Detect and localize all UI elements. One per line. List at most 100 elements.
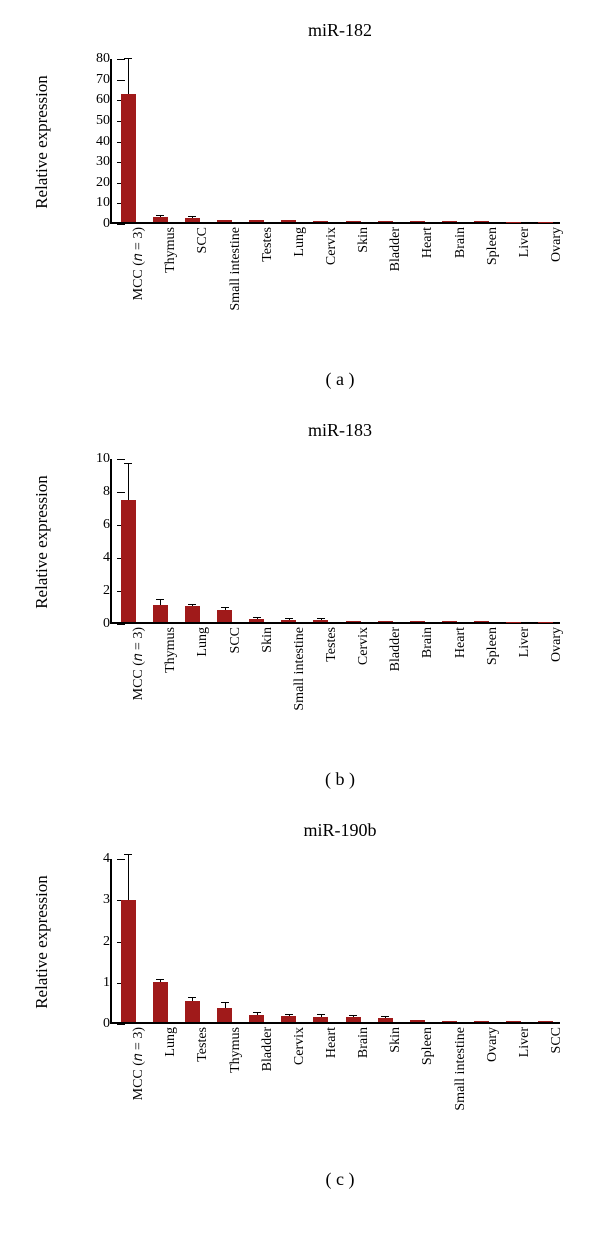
bar (153, 605, 168, 622)
x-tick-label: SCC (549, 1027, 565, 1053)
x-tick-label: Lung (195, 627, 211, 657)
plot-box (110, 859, 560, 1024)
x-tick-label: Thymus (228, 1027, 244, 1073)
bar (217, 1008, 232, 1022)
x-tick-label: Heart (324, 1027, 340, 1058)
x-tick-label: Cervix (356, 627, 372, 665)
y-tick-label: 0 (70, 616, 110, 632)
bar (281, 1016, 296, 1022)
bar (249, 1015, 264, 1022)
x-tick-label: Skin (260, 627, 276, 653)
bar (121, 900, 136, 1022)
y-tick (117, 624, 125, 625)
x-tick-label: MCC (𝑛 = 3) (131, 1027, 147, 1100)
bar (378, 1018, 393, 1022)
x-tick-label: Small intestine (453, 1027, 469, 1111)
y-tick-label: 70 (70, 72, 110, 88)
bar (538, 1021, 553, 1022)
y-tick-label: 10 (70, 195, 110, 211)
x-tick-label: Spleen (485, 627, 501, 665)
x-tick-label: Testes (324, 627, 340, 662)
chart-title: miR-183 (20, 420, 580, 441)
x-tick-label: Testes (260, 227, 276, 262)
y-tick-label: 20 (70, 175, 110, 191)
x-tick-label: Small intestine (292, 627, 308, 711)
chart-panel: miR-190b01234Relative expressionMCC (𝑛 =… (20, 820, 580, 1190)
x-tick-label: Liver (517, 1027, 533, 1057)
chart-area: 0246810Relative expressionMCC (𝑛 = 3)Thy… (20, 449, 580, 669)
y-tick-label: 50 (70, 113, 110, 129)
bar (410, 221, 425, 222)
chart-area: 01020304050607080Relative expressionMCC … (20, 49, 580, 269)
bar (185, 218, 200, 222)
y-axis-label: Relative expression (32, 475, 52, 609)
bar (153, 982, 168, 1022)
y-tick-label: 60 (70, 92, 110, 108)
panel-letter: ( b ) (20, 769, 580, 790)
x-tick-label: Cervix (324, 227, 340, 265)
chart-title: miR-190b (20, 820, 580, 841)
bar (217, 220, 232, 222)
y-tick-label: 4 (70, 851, 110, 867)
x-tick-label: SCC (195, 227, 211, 253)
x-tick-label: Skin (356, 227, 372, 253)
bar (378, 621, 393, 622)
x-tick-label: Thymus (163, 627, 179, 673)
y-tick-label: 2 (70, 583, 110, 599)
x-tick-label: SCC (228, 627, 244, 653)
bar (506, 1021, 521, 1022)
x-tick-label: Ovary (549, 227, 565, 262)
chart-panel: miR-182 0 10 20 30 40 50 60 70 80 Relative express… (20, 20, 580, 390)
bar (378, 221, 393, 222)
y-tick-label: 3 (70, 892, 110, 908)
bar (313, 1017, 328, 1022)
bar (474, 1021, 489, 1022)
x-tick-label: Bladder (260, 1027, 276, 1071)
bar (281, 620, 296, 622)
x-tick-label: MCC (𝑛 = 3) (131, 227, 147, 300)
chart-title: miR-182 (20, 20, 580, 41)
bar (249, 220, 264, 222)
y-tick-label: 4 (70, 550, 110, 566)
y-tick-label: 8 (70, 484, 110, 500)
y-tick-label: 6 (70, 517, 110, 533)
y-tick-label: 0 (70, 216, 110, 232)
x-tick-label: Ovary (549, 627, 565, 662)
panel-letter: ( c ) (20, 1169, 580, 1190)
bar (442, 221, 457, 222)
bar (346, 1017, 361, 1022)
x-tick-label: Brain (356, 1027, 372, 1058)
y-tick (117, 1024, 125, 1025)
bar (249, 619, 264, 622)
plot-box (110, 59, 560, 224)
y-tick-label: 10 (70, 451, 110, 467)
bar (121, 94, 136, 222)
y-tick-label: 30 (70, 154, 110, 170)
bar (474, 221, 489, 222)
bar (313, 221, 328, 222)
x-tick-label: Brain (453, 227, 469, 258)
x-tick-label: Testes (195, 1027, 211, 1062)
x-tick-label: Small intestine (228, 227, 244, 311)
bar (442, 1021, 457, 1022)
bar (410, 1020, 425, 1022)
y-tick-label: 1 (70, 975, 110, 991)
y-tick-label: 0 (70, 1016, 110, 1032)
x-tick-label: Bladder (388, 627, 404, 671)
x-tick-label: Lung (292, 227, 308, 257)
y-tick-label: 40 (70, 134, 110, 150)
bar (474, 621, 489, 622)
bar (121, 500, 136, 622)
x-tick-label: Ovary (485, 1027, 501, 1062)
x-tick-label: Spleen (485, 227, 501, 265)
x-tick-label: Skin (388, 1027, 404, 1053)
x-tick-label: Spleen (420, 1027, 436, 1065)
y-tick-label: 2 (70, 934, 110, 950)
x-tick-label: Brain (420, 627, 436, 658)
y-tick-label: 80 (70, 51, 110, 67)
x-tick-label: Bladder (388, 227, 404, 271)
bar (313, 620, 328, 622)
y-axis-label: Relative expression (32, 75, 52, 209)
x-tick-label: Thymus (163, 227, 179, 273)
x-tick-label: MCC (𝑛 = 3) (131, 627, 147, 700)
